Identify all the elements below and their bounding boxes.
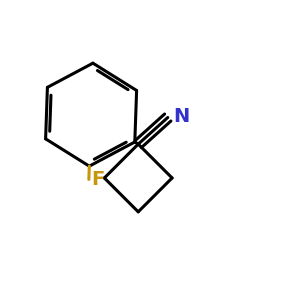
Text: N: N [173, 106, 189, 125]
Text: F: F [91, 170, 104, 189]
